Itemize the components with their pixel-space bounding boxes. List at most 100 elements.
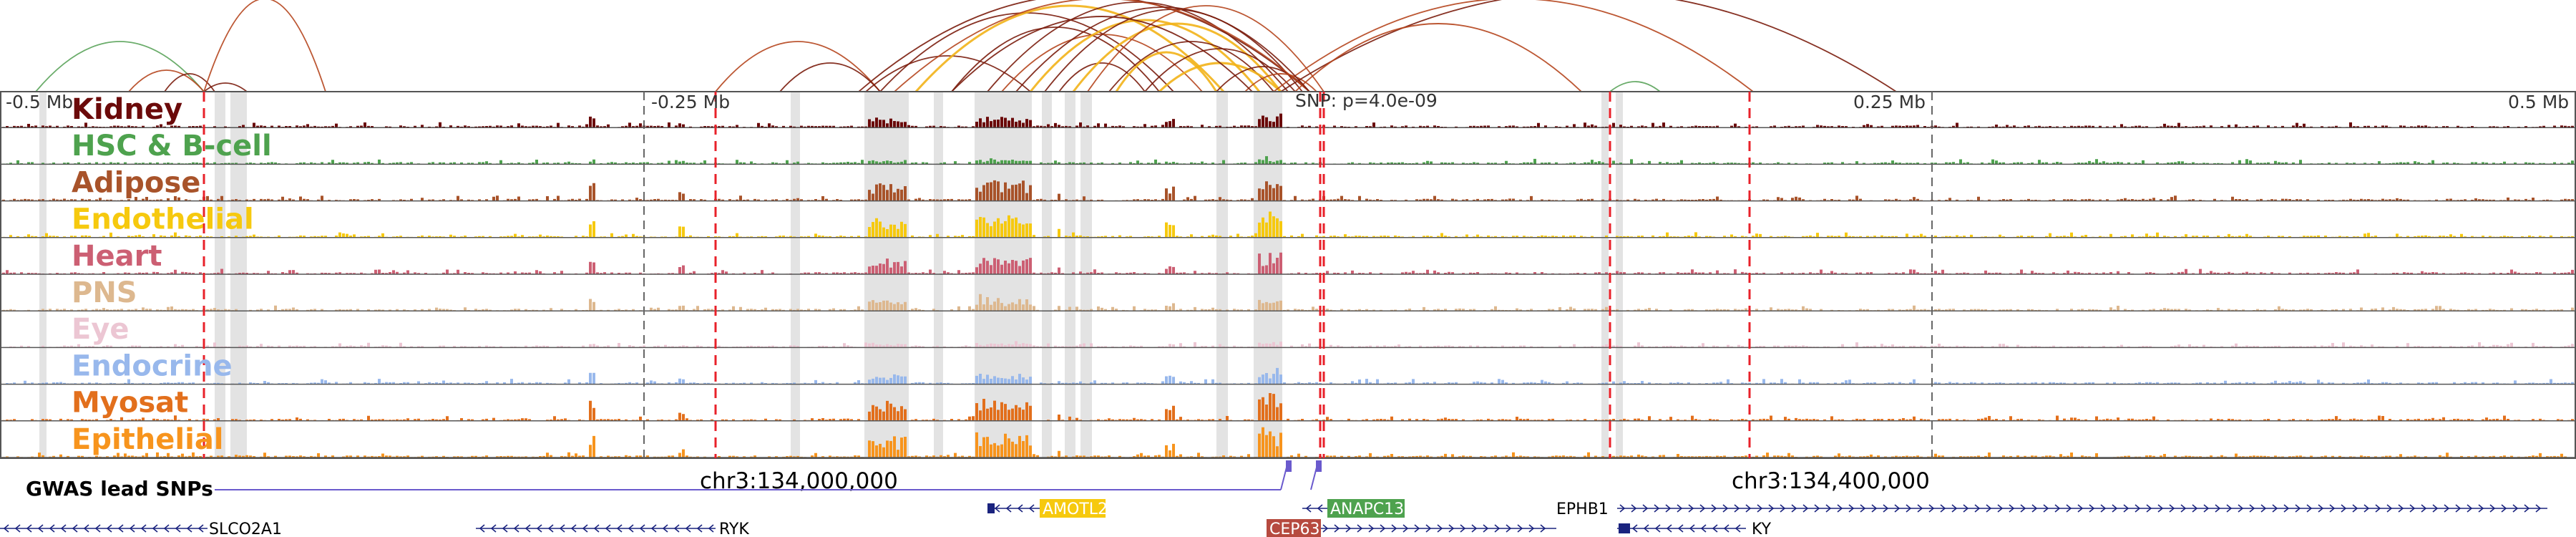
gene-model-amotl2: [991, 504, 1041, 513]
strand-arrow: [140, 524, 147, 533]
interaction-arc: [1244, 73, 1317, 92]
signal: [0, 367, 2574, 384]
strand-arrow: [994, 504, 1000, 513]
gene-label-ephb1: EPHB1: [1556, 500, 1609, 518]
strand-arrow: [1940, 504, 1946, 513]
interaction-arc: [203, 82, 248, 92]
track-adipose: [0, 180, 2576, 202]
track-title: HSC & B-cell: [72, 130, 272, 163]
strand-arrow: [708, 524, 714, 533]
strand-arrow: [1437, 524, 1443, 533]
peak-highlight: [1065, 92, 1075, 458]
peak-highlight: [934, 92, 943, 458]
strand-arrow: [639, 524, 645, 533]
strand-arrow: [129, 524, 135, 533]
strand-arrow: [1677, 504, 1683, 513]
strand-arrow: [1631, 524, 1638, 533]
strand-arrow: [2535, 504, 2542, 513]
strand-arrow: [696, 524, 703, 533]
strand-arrow: [1711, 504, 1717, 513]
signal: [2, 252, 2574, 274]
strand-arrow: [1871, 504, 1878, 513]
strand-arrow: [1677, 524, 1684, 533]
track-title: Epithelial: [72, 423, 224, 456]
signal: [2, 113, 2574, 128]
strand-arrow: [1974, 504, 1981, 513]
track-eye: [0, 341, 2576, 349]
track-kidney: [0, 113, 2576, 128]
strand-arrow: [2157, 504, 2164, 513]
gene-label-ryk: RYK: [719, 521, 749, 537]
strand-arrow: [1768, 504, 1775, 513]
strand-arrow: [37, 524, 44, 533]
interaction-arc: [1087, 5, 1324, 92]
strand-arrow: [2077, 504, 2084, 513]
strand-arrow: [186, 524, 192, 533]
strand-arrow: [1631, 504, 1637, 513]
strand-arrow: [72, 524, 78, 533]
strand-arrow: [1334, 524, 1340, 533]
strand-arrow: [49, 524, 55, 533]
strand-arrow: [616, 524, 623, 533]
strand-arrow: [1528, 524, 1535, 533]
signal: [0, 294, 2574, 311]
gene-label-amotl2: AMOTL2: [1043, 500, 1108, 518]
strand-arrow: [1380, 524, 1386, 533]
strand-arrow: [2283, 504, 2290, 513]
strand-arrow: [1357, 524, 1363, 533]
gene-tracks: AMOTL2 ANAPC13 EPHB1 SLCO2A1 RYK CEP63 KY: [0, 499, 2547, 537]
strand-arrow: [2444, 504, 2450, 513]
strand-arrow: [1028, 504, 1035, 513]
strand-arrow: [2238, 504, 2244, 513]
strand-arrow: [2501, 504, 2507, 513]
strand-arrow: [2089, 504, 2095, 513]
strand-arrow: [502, 524, 508, 533]
axis-labels: -0.5 Mb -0.25 Mb 0.25 Mb 0.5 Mb SNP: p=4…: [6, 90, 2569, 112]
strand-arrow: [1848, 504, 1855, 513]
strand-arrow: [1517, 524, 1523, 533]
peak-highlight: [1601, 92, 1609, 458]
gene-label-cep63: CEP63: [1269, 521, 1320, 537]
strand-arrow: [2455, 504, 2462, 513]
strand-arrow: [559, 524, 565, 533]
interaction-arc: [164, 73, 215, 92]
strand-arrow: [1722, 504, 1729, 513]
chrom-label-right: chr3:134,400,000: [1732, 468, 1930, 494]
gwas-snp-marker: [1316, 460, 1322, 472]
track-title: Endothelial: [72, 203, 254, 236]
strand-arrow: [2192, 504, 2198, 513]
peak-highlight: [791, 92, 800, 458]
strand-arrow: [60, 524, 67, 533]
strand-arrow: [1345, 524, 1352, 533]
strand-arrow: [1666, 524, 1672, 533]
peak-highlight: [1080, 92, 1092, 458]
interaction-arc: [1609, 81, 1661, 92]
strand-arrow: [2489, 504, 2496, 513]
strand-arrow: [1483, 524, 1489, 533]
peak-highlight: [1254, 92, 1282, 458]
signal: [0, 393, 2574, 421]
strand-arrow: [2398, 504, 2404, 513]
gwas-snp-marker: [1286, 460, 1292, 472]
strand-arrow: [1425, 524, 1432, 533]
strand-arrow: [593, 524, 600, 533]
strand-arrow: [2203, 504, 2210, 513]
strand-arrow: [570, 524, 577, 533]
strand-arrow: [2180, 504, 2187, 513]
strand-arrow: [1997, 504, 2004, 513]
interaction-arc: [715, 41, 881, 92]
strand-arrow: [1735, 524, 1741, 533]
strand-arrow: [1448, 524, 1455, 533]
strand-arrow: [1791, 504, 1797, 513]
strand-arrow: [2260, 504, 2267, 513]
strand-arrow: [2100, 504, 2107, 513]
strand-arrow: [1963, 504, 1969, 513]
strand-arrow: [2512, 504, 2519, 513]
track-title: PNS: [72, 276, 137, 309]
strand-arrow: [1757, 504, 1763, 513]
strand-arrow: [547, 524, 554, 533]
interaction-arc: [1144, 48, 1296, 92]
strand-arrow: [2524, 504, 2530, 513]
gene-model-ephb1: [1617, 504, 2547, 513]
